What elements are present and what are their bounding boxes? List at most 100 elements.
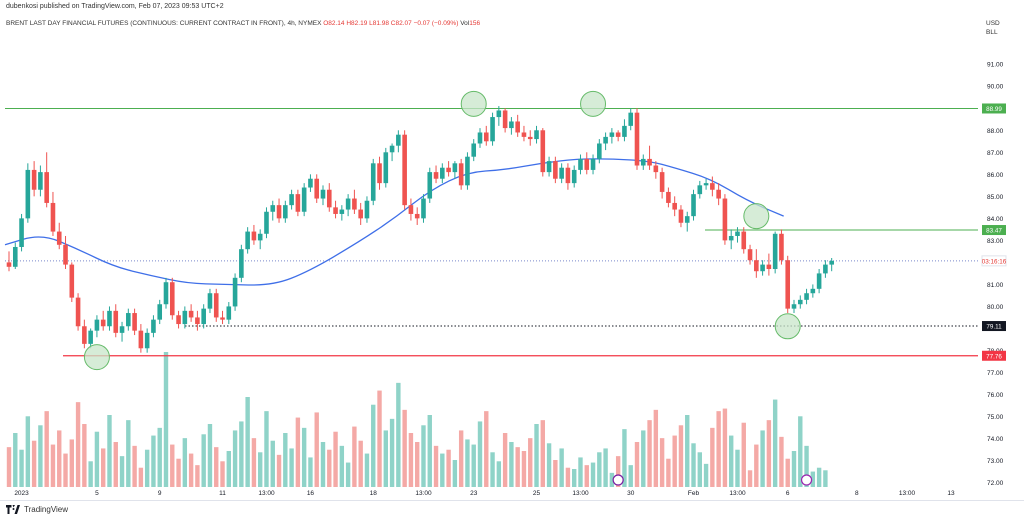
candle-body[interactable] [213,293,219,318]
candle-body[interactable] [672,202,677,210]
candle-body[interactable] [735,231,740,236]
candle-body[interactable] [823,264,828,274]
candle-body[interactable] [182,310,188,325]
candle-body[interactable] [515,121,520,133]
candle-body[interactable] [565,167,571,184]
candle-body[interactable] [427,172,433,199]
candle-body[interactable] [195,317,200,325]
candle-body[interactable] [640,158,646,166]
candle-body[interactable] [622,125,627,137]
candle-body[interactable] [684,216,690,223]
candle-body[interactable] [44,172,49,203]
candle-body[interactable] [760,264,765,272]
candle-body[interactable] [352,198,357,210]
candle-body[interactable] [754,260,759,272]
candle-body[interactable] [829,260,834,265]
brand-name[interactable]: TradingView [24,505,69,514]
price-chart[interactable]: 72.0073.0074.0075.0076.0077.0078.0079.00… [0,0,1024,500]
candle-body[interactable] [666,191,671,203]
candle-body[interactable] [446,167,451,173]
candle-body[interactable] [615,132,621,137]
candle-body[interactable] [220,317,225,320]
candle-body[interactable] [483,132,489,142]
candle-body[interactable] [132,313,137,331]
event-marker-icon[interactable] [612,474,624,486]
axis-currency[interactable]: USD BLL [986,19,1000,37]
candle-body[interactable] [502,110,508,129]
candle-body[interactable] [226,306,232,320]
candle-body[interactable] [433,172,439,179]
candle-body[interactable] [314,178,320,199]
candle-body[interactable] [100,319,106,327]
candle-body[interactable] [245,231,250,250]
candle-body[interactable] [107,310,112,327]
candle-body[interactable] [452,163,458,173]
candle-body[interactable] [151,319,156,333]
candle-body[interactable] [126,313,131,327]
candle-body[interactable] [797,299,803,305]
candle-body[interactable] [25,169,31,219]
candle-body[interactable] [19,218,24,247]
candle-body[interactable] [779,233,784,261]
candle-body[interactable] [597,143,602,159]
candle-body[interactable] [345,198,351,210]
candle-body[interactable] [772,233,778,270]
candle-body[interactable] [56,231,62,245]
candle-body[interactable] [408,205,414,214]
candle-body[interactable] [12,246,18,267]
candle-body[interactable] [119,326,125,333]
candle-body[interactable] [810,288,816,294]
candle-body[interactable] [691,194,696,217]
candle-body[interactable] [301,187,307,212]
candle-body[interactable] [553,161,558,179]
candle-body[interactable] [276,205,282,219]
candle-body[interactable] [176,315,181,325]
candle-body[interactable] [785,260,791,309]
candle-body[interactable] [358,209,363,219]
candle-body[interactable] [50,202,56,232]
event-marker-icon[interactable] [800,474,813,486]
candle-body[interactable] [559,167,564,179]
candle-body[interactable] [421,198,426,219]
candle-body[interactable] [703,183,709,186]
candle-body[interactable] [791,304,797,309]
candle-body[interactable] [264,211,269,234]
candle-body[interactable] [628,112,634,126]
candle-body[interactable] [578,158,583,170]
candle-body[interactable] [458,163,464,186]
candle-body[interactable] [728,235,734,241]
candle-body[interactable] [339,209,345,214]
candle-body[interactable] [527,136,533,140]
candle-body[interactable] [88,330,93,344]
candle-body[interactable] [239,249,244,278]
candle-body[interactable] [326,189,332,208]
candle-body[interactable] [678,209,684,223]
candle-body[interactable] [94,319,100,331]
candle-body[interactable] [534,130,539,140]
candle-body[interactable] [82,326,87,344]
candle-body[interactable] [804,293,809,300]
candle-body[interactable] [389,145,395,153]
candle-body[interactable] [320,189,326,199]
candle-body[interactable] [653,165,659,173]
candle-body[interactable] [38,172,43,190]
candle-body[interactable] [157,304,163,320]
candle-body[interactable] [370,163,376,201]
candle-body[interactable] [766,264,772,270]
candle-body[interactable] [571,169,577,184]
candle-body[interactable] [546,161,552,173]
candle-body[interactable] [257,233,263,241]
candle-body[interactable] [603,136,608,144]
candle-body[interactable] [207,293,213,309]
candle-body[interactable] [283,205,288,219]
candle-body[interactable] [477,132,483,144]
candle-body[interactable] [289,194,294,206]
candle-body[interactable] [6,262,12,267]
candle-body[interactable] [697,185,703,195]
candle-body[interactable] [138,330,144,349]
candle-body[interactable] [75,297,81,327]
candle-body[interactable] [816,273,822,289]
candle-body[interactable] [716,189,721,199]
candle-body[interactable] [333,207,338,214]
candle-body[interactable] [377,163,382,184]
